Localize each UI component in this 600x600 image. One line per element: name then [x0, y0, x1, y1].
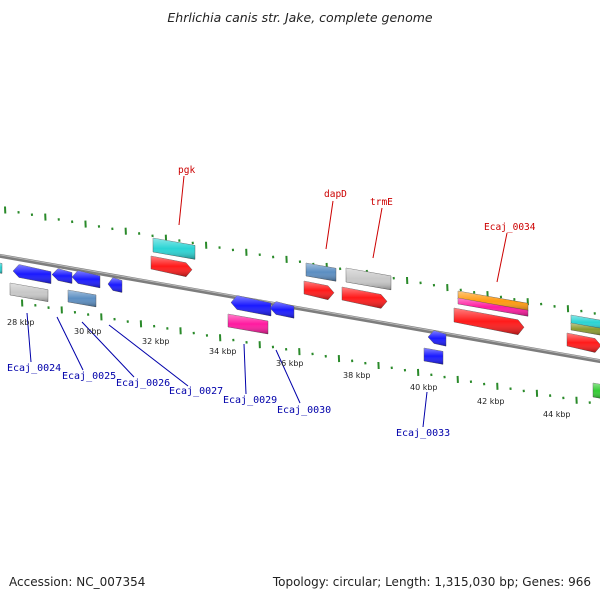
ruler-tick-labels: 28 kbp 30 kbp 32 kbp 34 kbp 36 kbp 38 kbp 40 k…	[7, 318, 571, 419]
label-leader-line	[372, 207, 383, 259]
gene-label-bottom: Ecaj_0033	[396, 428, 450, 439]
genome-info-label: Topology: circular; Length: 1,315,030 bp…	[272, 575, 591, 589]
feature-ecaj0034-cds-shading	[454, 308, 524, 335]
feature-dapd-cds-shading	[304, 281, 334, 300]
map-title: Ehrlichia canis str. Jake, complete geno…	[167, 10, 433, 25]
tick-label: 42 kbp	[477, 397, 505, 406]
label-leader-line	[178, 175, 185, 226]
genome-backbone	[0, 253, 600, 364]
gene-label-top: dapD	[324, 189, 347, 200]
feature-ecaj0034-magenta-shading	[458, 298, 528, 317]
feature-gene-blue-shading	[270, 301, 294, 319]
feature-gene-grey-shading	[10, 283, 48, 302]
gene-label-bottom: Ecaj_0024	[7, 363, 61, 374]
label-leader-line	[275, 349, 301, 404]
feature-gene-blue-shading	[231, 295, 271, 317]
tick-label: 44 kbp	[543, 410, 571, 419]
feature-cds-cyan-shading	[571, 315, 600, 330]
feature-gene-magenta-shading	[228, 314, 268, 335]
tick-label: 32 kbp	[142, 337, 170, 346]
tick-label: 34 kbp	[209, 347, 237, 356]
tick-label: 36 kbp	[276, 359, 304, 368]
label-leader-line	[108, 324, 189, 387]
label-leader-line	[496, 232, 508, 283]
feature-cds-cyan-shading	[0, 263, 2, 274]
feature-ecaj0034-orange-shading	[458, 291, 528, 312]
feature-layer	[0, 237, 600, 399]
gene-label-top: Ecaj_0034	[484, 222, 536, 233]
feature-trme-grey-shading	[346, 268, 391, 290]
gene-label-bottom: Ecaj_0027	[169, 386, 223, 397]
lower-tick-ruler	[21, 299, 591, 404]
feature-pgk-cyan-shading	[153, 238, 195, 260]
label-leader-line	[243, 343, 247, 395]
feature-gene-blue-shading	[72, 270, 100, 288]
feature-gene-blue-shading	[428, 330, 446, 347]
feature-gene-blue-shading	[424, 348, 443, 365]
genome-backbone-highlight	[0, 254, 600, 361]
gene-label-bottom: Ecaj_0025	[62, 371, 116, 382]
tick-label: 28 kbp	[7, 318, 35, 327]
gene-label-bottom: Ecaj_0030	[277, 405, 331, 416]
gene-label-bottom: Ecaj_0029	[223, 395, 277, 406]
upper-tick-ruler	[4, 206, 596, 315]
feature-gene-blue-shading	[108, 277, 122, 293]
accession-label: Accession: NC_007354	[9, 575, 146, 589]
tick-label: 38 kbp	[343, 371, 371, 380]
gene-label-top: pgk	[178, 165, 195, 176]
label-leader-line	[56, 316, 84, 371]
feature-cds-red-shading	[567, 333, 600, 353]
gene-label-top: trmE	[370, 197, 393, 208]
gene-label-bottom: Ecaj_0026	[116, 378, 170, 389]
label-leader-line	[81, 321, 135, 378]
feature-gene-steel-shading	[68, 290, 96, 307]
feature-dapd-steel-shading	[306, 263, 336, 282]
tick-label: 30 kbp	[74, 327, 102, 336]
feature-gene-blue-shading	[13, 264, 51, 284]
tick-label: 40 kbp	[410, 383, 438, 392]
label-leader-line	[422, 391, 428, 428]
feature-cds-olive-shading	[571, 323, 600, 336]
feature-trme-cds-shading	[342, 287, 387, 309]
feature-gene-blue-shading	[52, 268, 72, 284]
gene-labels: pgkdapDtrmEEcaj_0034Ecaj_0024Ecaj_0025Ec…	[7, 165, 536, 439]
label-leader-line	[325, 200, 334, 250]
label-leader-line	[26, 312, 32, 363]
feature-cds-green-shading	[593, 383, 600, 399]
feature-pgk-cds-shading	[151, 256, 192, 277]
label-leader-lines	[26, 175, 508, 428]
